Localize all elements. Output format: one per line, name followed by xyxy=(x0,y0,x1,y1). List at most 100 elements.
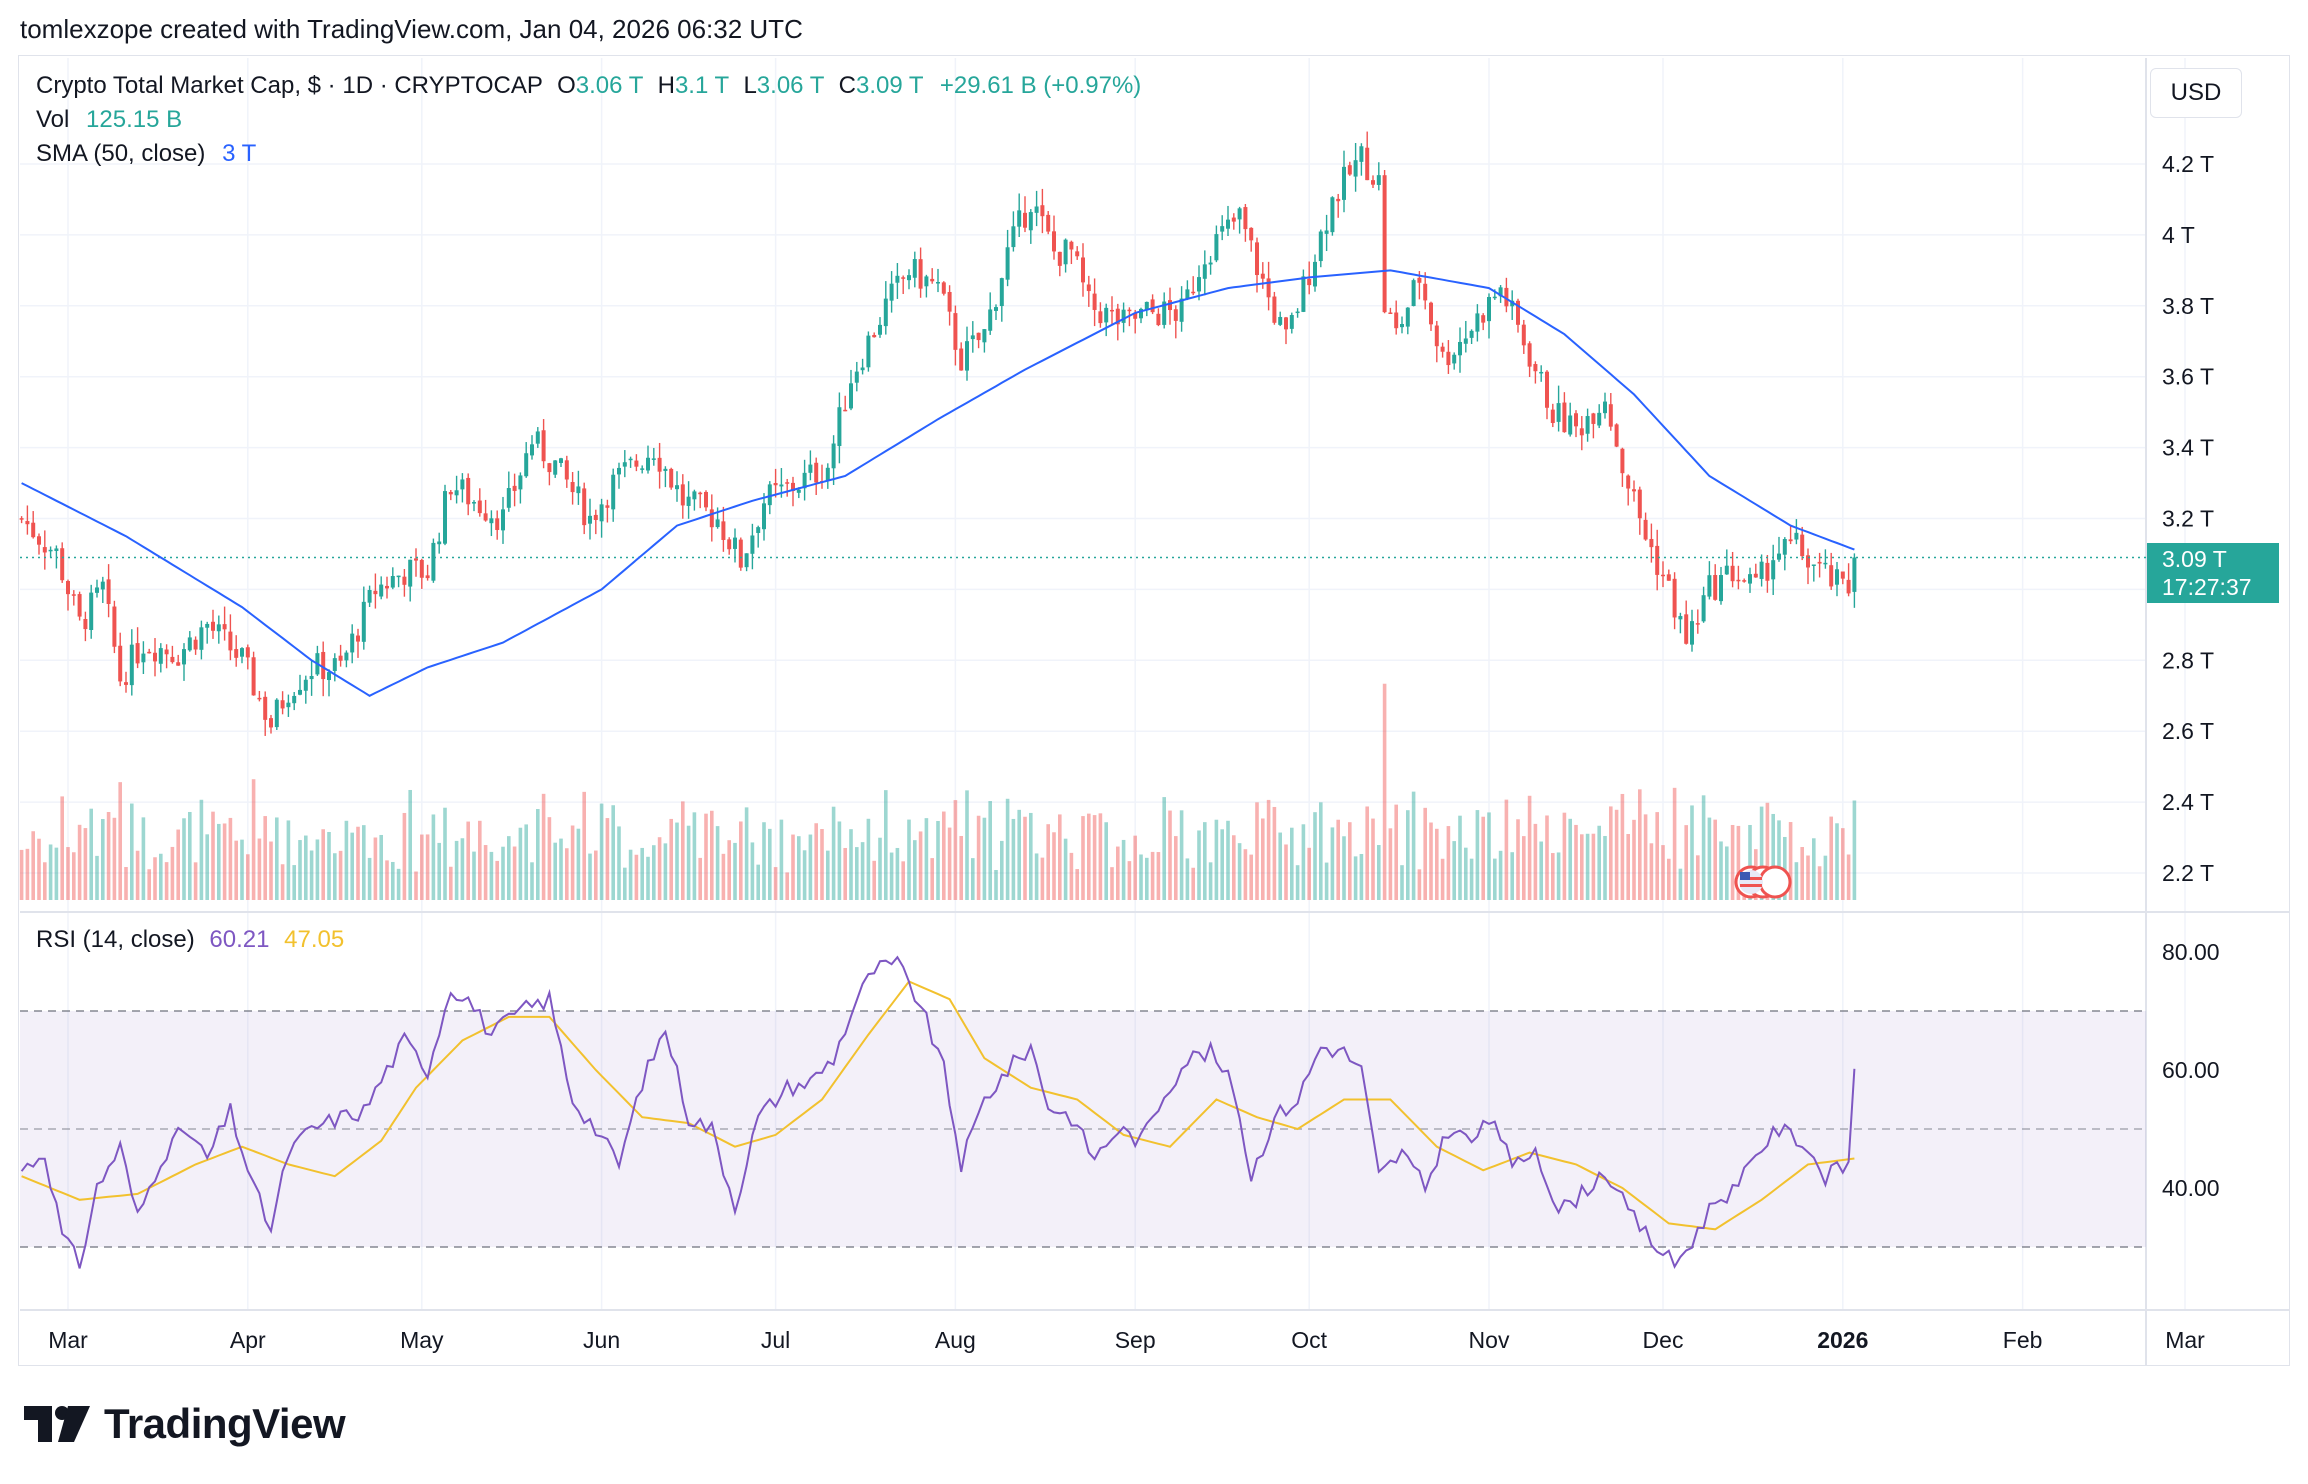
volume-bar xyxy=(1284,844,1288,900)
volume-bar xyxy=(1040,857,1045,900)
volume-bar xyxy=(1806,855,1810,900)
volume-bar xyxy=(1835,823,1839,900)
volume-bar xyxy=(1690,805,1694,900)
volume-bar xyxy=(802,850,807,900)
event-marker-icon[interactable] xyxy=(1758,865,1792,899)
candle-body xyxy=(1405,307,1410,327)
volume-legend[interactable]: Vol 125.15 B xyxy=(36,106,182,134)
volume-bar xyxy=(762,822,766,900)
candle-body xyxy=(988,309,993,331)
candle-body xyxy=(756,527,761,533)
candle-body xyxy=(1307,278,1312,286)
rsi-value: 60.21 xyxy=(209,926,270,953)
volume-bar xyxy=(141,817,146,900)
candle-body xyxy=(1753,573,1758,578)
candle-body xyxy=(1046,214,1051,232)
candle-body xyxy=(205,623,210,628)
price-axis-label: 3.8 T xyxy=(2162,293,2214,319)
time-axis-label[interactable]: Feb xyxy=(2003,1327,2043,1353)
volume-bar xyxy=(1243,849,1248,900)
candle-body xyxy=(1446,351,1451,366)
time-axis-label[interactable]: Mar xyxy=(48,1327,88,1353)
candle-body xyxy=(617,467,621,475)
candle-body xyxy=(124,682,128,685)
time-axis-label[interactable]: Aug xyxy=(935,1327,976,1353)
volume-bar xyxy=(785,872,789,900)
candle-body xyxy=(472,502,476,504)
volume-bar xyxy=(1261,818,1265,900)
volume-bar xyxy=(1638,789,1642,900)
currency-button[interactable]: USD xyxy=(2150,68,2242,118)
candle-body xyxy=(1411,280,1416,307)
volume-bar xyxy=(292,865,296,900)
time-axis-label[interactable]: Oct xyxy=(1291,1327,1327,1353)
volume-bar xyxy=(715,826,720,900)
volume-bar xyxy=(1208,862,1213,900)
candle-body xyxy=(1272,296,1277,323)
candle-body xyxy=(1521,324,1526,346)
volume-bar xyxy=(1365,806,1369,900)
volume-bar xyxy=(686,825,691,900)
volume-bar xyxy=(1783,836,1787,900)
volume-bar xyxy=(1475,810,1480,900)
volume-bar xyxy=(895,847,900,900)
price-axis-label: 3.6 T xyxy=(2162,364,2214,390)
time-axis-label[interactable]: 2026 xyxy=(1817,1327,1868,1353)
volume-bar xyxy=(246,854,250,900)
candle-body xyxy=(1086,284,1091,292)
volume-bar xyxy=(947,827,952,900)
candle-body xyxy=(361,601,366,642)
rsi-legend[interactable]: RSI (14, close) 60.21 47.05 xyxy=(36,926,344,954)
candle-body xyxy=(1098,311,1103,324)
candle-body xyxy=(1353,160,1358,177)
volume-bar xyxy=(460,838,465,900)
time-axis-label[interactable]: Apr xyxy=(230,1327,266,1353)
time-axis-label[interactable]: Nov xyxy=(1469,1327,1510,1353)
time-axis-label[interactable]: Sep xyxy=(1115,1327,1156,1353)
time-axis-label[interactable]: Dec xyxy=(1643,1327,1684,1353)
volume-bar xyxy=(1034,853,1039,900)
candle-body xyxy=(292,695,297,704)
tradingview-logo[interactable]: TradingView xyxy=(24,1400,346,1448)
candle-body xyxy=(675,485,679,490)
candle-body xyxy=(553,460,558,475)
candle-body xyxy=(883,298,888,327)
sma-legend[interactable]: SMA (50, close) 3 T xyxy=(36,140,256,168)
time-axis-label[interactable]: May xyxy=(400,1327,444,1353)
volume-bar xyxy=(1226,820,1230,900)
time-axis-label[interactable]: Jul xyxy=(761,1327,790,1353)
volume-bar xyxy=(1075,869,1079,900)
time-axis-label[interactable]: Mar xyxy=(2165,1327,2205,1353)
candle-body xyxy=(767,484,772,506)
candle-body xyxy=(912,259,917,278)
time-axis-label[interactable]: Jun xyxy=(583,1327,620,1353)
candle-body xyxy=(524,453,529,477)
candle-body xyxy=(889,283,894,301)
candle-body xyxy=(1255,242,1259,276)
volume-bar xyxy=(396,868,401,900)
candle-body xyxy=(1365,147,1370,181)
volume-bar xyxy=(768,828,772,900)
volume-bar xyxy=(779,819,784,900)
candle-body xyxy=(1011,226,1016,248)
volume-bar xyxy=(1609,806,1613,900)
candle-body xyxy=(1771,560,1776,580)
volume-bar xyxy=(1087,813,1091,900)
volume-bar xyxy=(1005,798,1010,900)
volume-bar xyxy=(1736,825,1741,900)
candle-body xyxy=(1231,217,1236,222)
symbol-title[interactable]: Crypto Total Market Cap, $ · 1D · CRYPTO… xyxy=(36,72,543,99)
candle-body xyxy=(176,662,181,666)
volume-bar xyxy=(663,843,668,900)
candle-body xyxy=(628,458,633,461)
volume-bar xyxy=(669,818,673,900)
candle-body xyxy=(802,472,807,489)
price-axis-label: 2.4 T xyxy=(2162,789,2214,815)
volume-bar xyxy=(866,818,871,900)
volume-bar xyxy=(43,862,47,900)
candle-body xyxy=(135,643,140,664)
volume-bar xyxy=(379,834,383,900)
rsi-lines xyxy=(20,955,1856,1270)
volume-bar xyxy=(1510,852,1514,900)
